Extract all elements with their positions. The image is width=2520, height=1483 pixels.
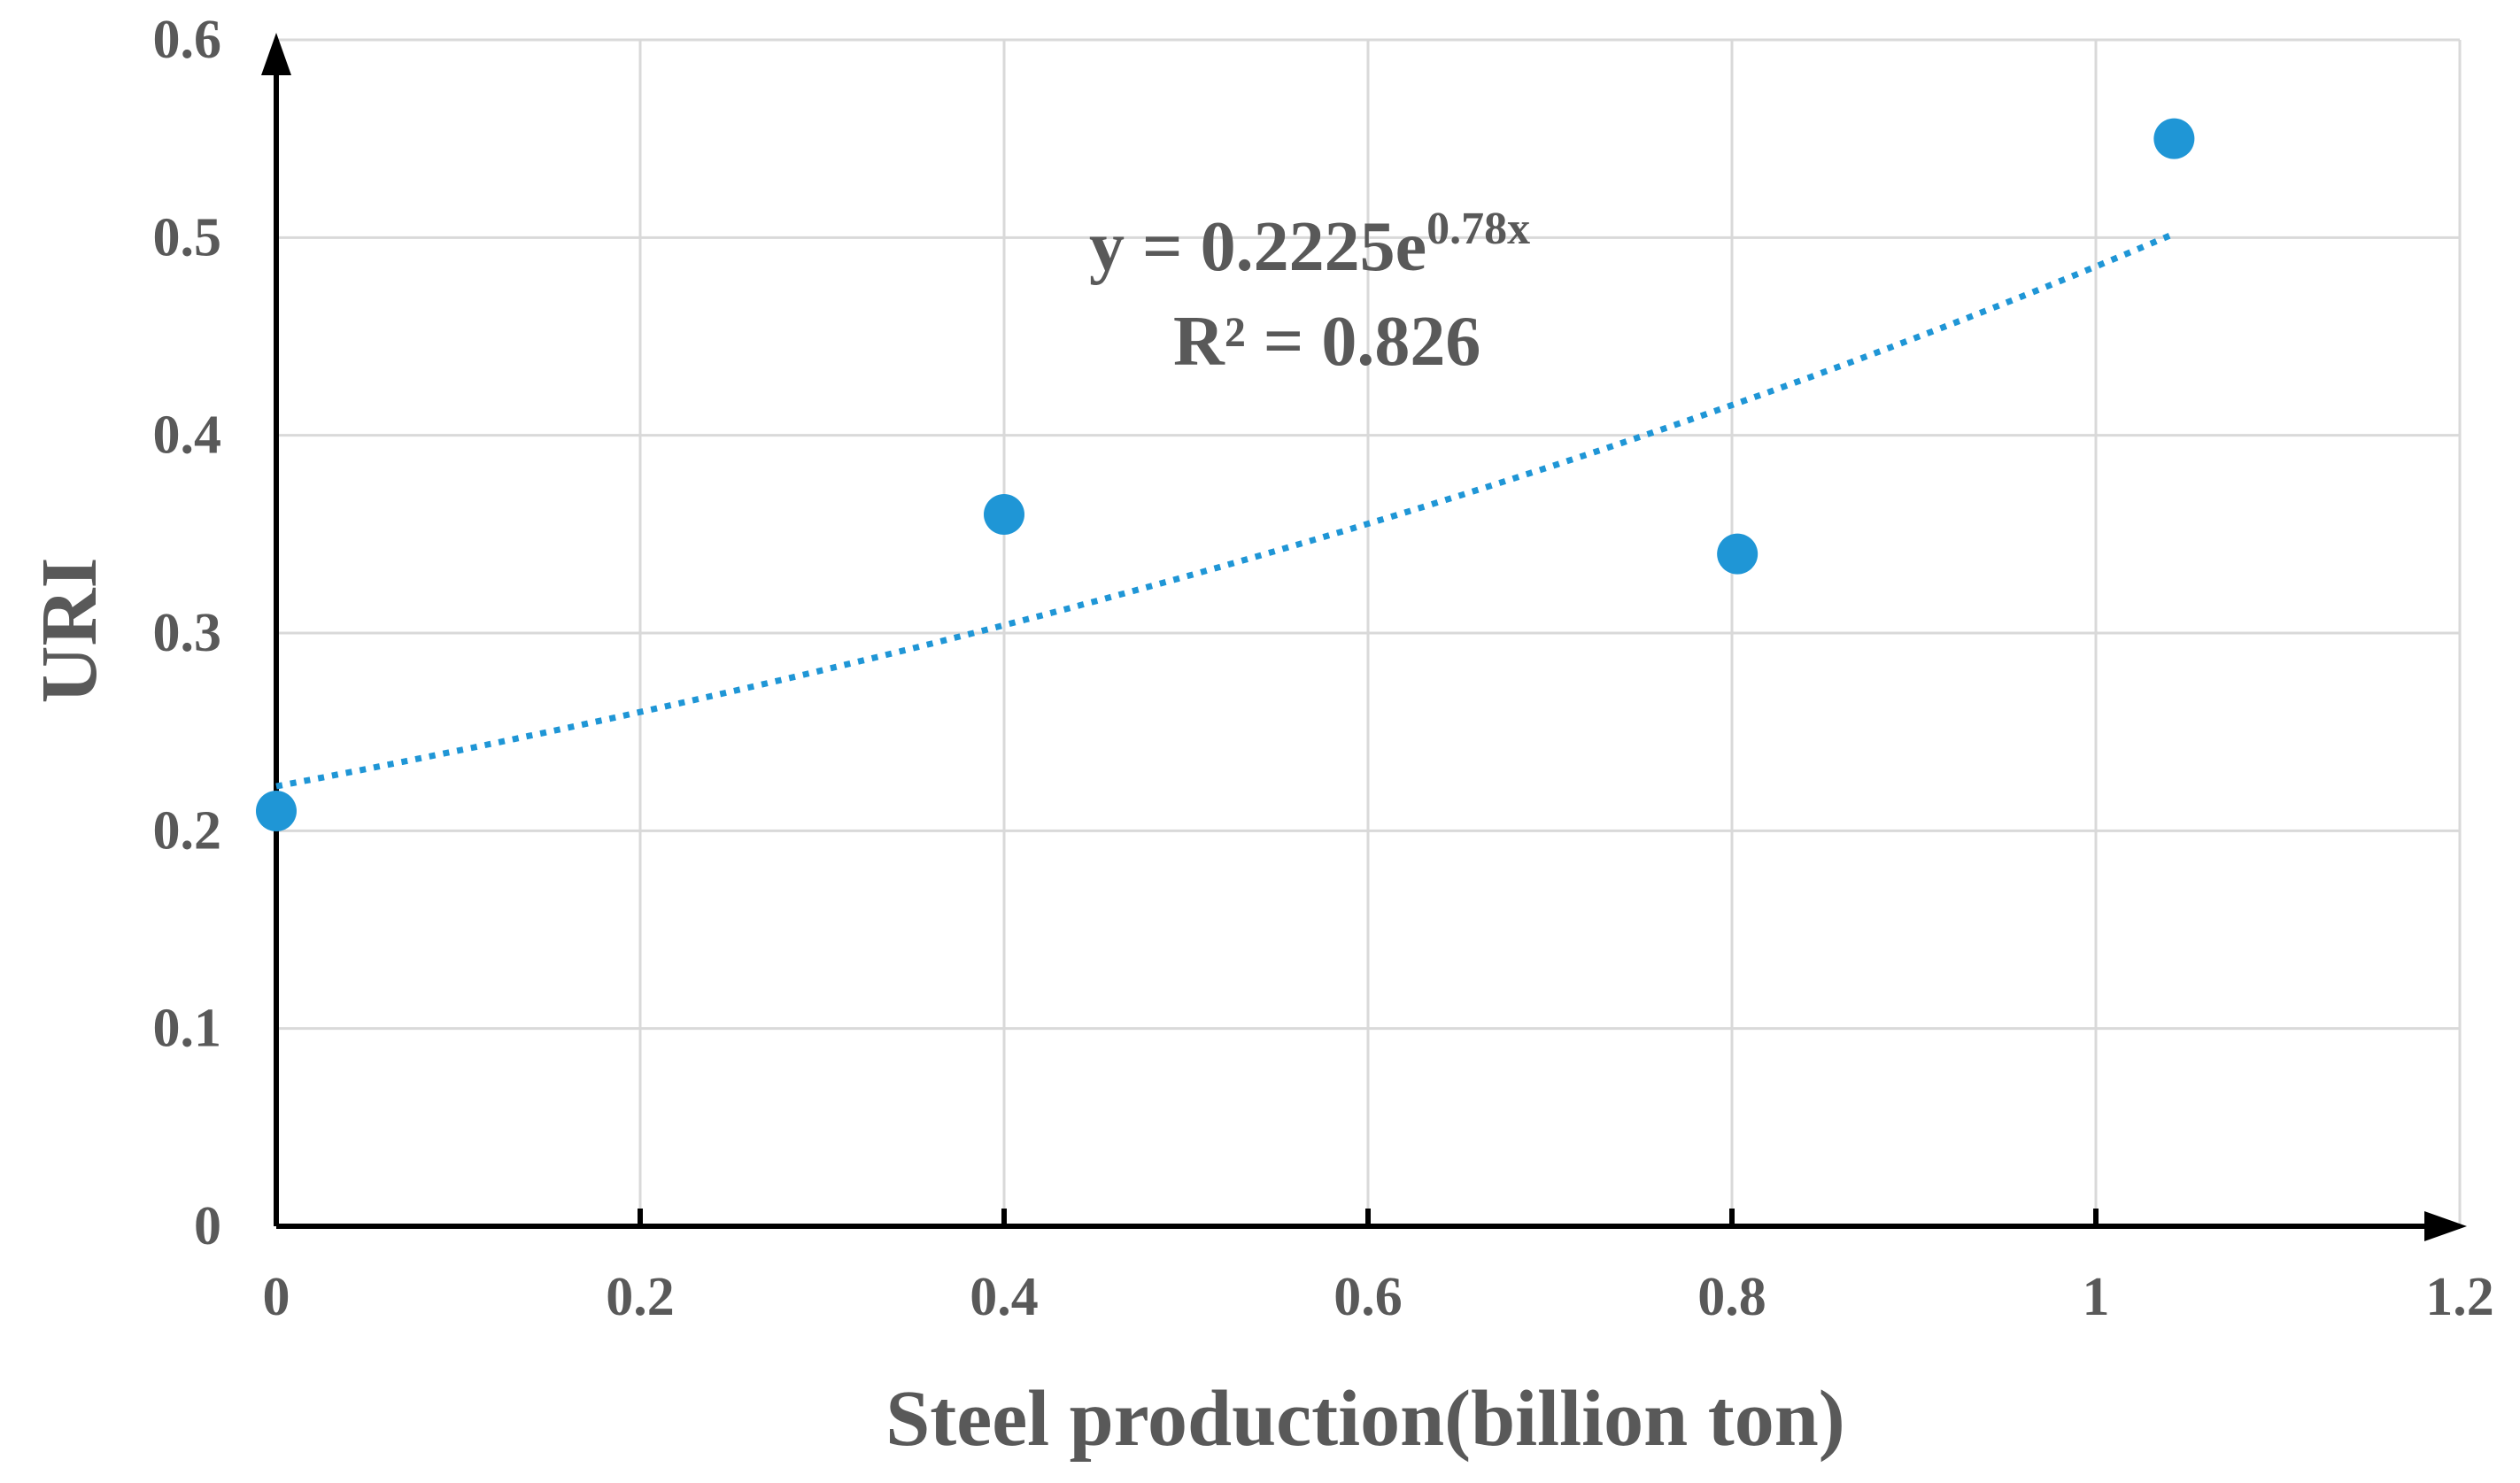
data-points bbox=[256, 118, 2195, 831]
y-tick-label: 0.1 bbox=[153, 999, 222, 1059]
x-tick-label: 0.4 bbox=[970, 1267, 1039, 1327]
grid-lines bbox=[276, 38, 2462, 1226]
y-tick-label: 0.6 bbox=[153, 10, 222, 70]
y-tick-label: 0.5 bbox=[153, 207, 222, 267]
y-tick-label: 0.4 bbox=[153, 406, 222, 466]
x-tick-label: 0 bbox=[263, 1267, 290, 1327]
r-squared-label: R² = 0.826 bbox=[1173, 303, 1480, 381]
y-tick-label: 0 bbox=[194, 1196, 221, 1256]
x-tick-label: 0.8 bbox=[1697, 1267, 1766, 1327]
data-point bbox=[984, 494, 1024, 535]
data-point bbox=[2153, 118, 2195, 159]
data-point bbox=[1717, 533, 1759, 575]
x-axis-arrow bbox=[2424, 1211, 2467, 1241]
y-tick-label: 0.2 bbox=[153, 800, 222, 861]
x-tick-label: 1 bbox=[2083, 1267, 2110, 1327]
x-axis-title: Steel production(billion ton) bbox=[885, 1375, 1844, 1463]
trendline-equation-main: y = 0.2225e bbox=[1089, 208, 1426, 286]
x-tick-label: 1.2 bbox=[2425, 1267, 2494, 1327]
y-axis-title: URI bbox=[26, 557, 113, 703]
data-point bbox=[256, 791, 297, 831]
trendline-equation: y = 0.2225e0.78x bbox=[1089, 204, 1530, 286]
axes bbox=[261, 33, 2467, 1241]
x-tick-label: 0.6 bbox=[1333, 1267, 1403, 1327]
trendline-equation-exponent: 0.78x bbox=[1426, 204, 1530, 254]
y-axis-arrow bbox=[261, 33, 291, 75]
tick-labels: 0 0.2 0.4 0.6 0.8 1 1.2 0 0.1 0.2 0.3 0.4 0.5 0.6 bbox=[153, 10, 2494, 1327]
y-tick-label: 0.3 bbox=[153, 603, 222, 663]
x-tick-label: 0.2 bbox=[606, 1267, 675, 1327]
